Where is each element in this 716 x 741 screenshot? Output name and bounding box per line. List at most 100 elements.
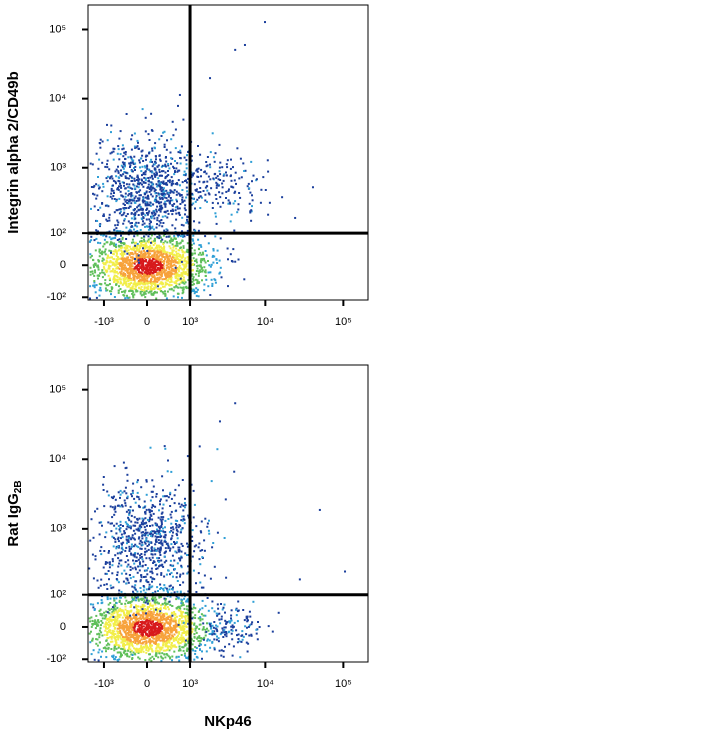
event-dot	[238, 203, 240, 205]
event-dot	[163, 187, 165, 189]
event-dot	[156, 624, 158, 626]
event-dot	[125, 600, 127, 602]
event-dot	[144, 193, 146, 195]
event-dot	[155, 209, 157, 211]
event-dot	[95, 183, 97, 185]
event-dot	[185, 266, 187, 268]
event-dot	[179, 94, 181, 96]
event-dot	[168, 627, 170, 629]
event-dot	[171, 273, 173, 275]
event-dot	[173, 167, 175, 169]
event-dot	[144, 599, 146, 601]
y-axis-label: Integrin alpha 2/CD49b	[5, 71, 22, 234]
event-dot	[153, 253, 155, 255]
event-dot	[113, 658, 115, 660]
event-dot	[129, 509, 131, 511]
event-dot	[164, 183, 166, 185]
event-dot	[195, 630, 197, 632]
event-dot	[225, 197, 227, 199]
event-dot	[141, 294, 143, 296]
event-dot	[144, 296, 146, 298]
event-dot	[151, 615, 153, 617]
event-dot	[178, 524, 180, 526]
event-dot	[269, 202, 271, 204]
event-dot	[249, 192, 251, 194]
event-dot	[130, 606, 132, 608]
event-dot	[153, 244, 155, 246]
event-dot	[90, 271, 92, 273]
event-dot	[132, 534, 134, 536]
event-dot	[102, 484, 104, 486]
event-dot	[125, 201, 127, 203]
event-dot	[180, 287, 182, 289]
event-dot	[176, 253, 178, 255]
event-dot	[107, 521, 109, 523]
event-dot	[177, 245, 179, 247]
event-dot	[126, 629, 128, 631]
event-dot	[150, 242, 152, 244]
event-dot	[149, 602, 151, 604]
event-dot	[125, 193, 127, 195]
event-dot	[168, 267, 170, 269]
event-dot	[141, 278, 143, 280]
event-dot	[99, 642, 101, 644]
event-dot	[150, 286, 152, 288]
event-dot	[90, 274, 92, 276]
event-dot	[194, 653, 196, 655]
event-dot	[102, 246, 104, 248]
event-dot	[95, 198, 97, 200]
event-dot	[113, 277, 115, 279]
event-dot	[175, 245, 177, 247]
event-dot	[165, 630, 167, 632]
event-dot	[170, 157, 172, 159]
event-dot	[186, 273, 188, 275]
event-dot	[106, 583, 108, 585]
event-dot	[143, 631, 145, 633]
event-dot	[129, 642, 131, 644]
event-dot	[105, 656, 107, 658]
dots	[88, 445, 280, 662]
event-dot	[220, 267, 222, 269]
event-dot	[96, 153, 98, 155]
event-dot	[130, 604, 132, 606]
event-dot	[137, 142, 139, 144]
event-dot	[150, 237, 152, 239]
event-dot	[203, 190, 205, 192]
event-dot	[118, 180, 120, 182]
event-dot	[180, 649, 182, 651]
event-dot	[198, 546, 200, 548]
event-dot	[108, 275, 110, 277]
event-dot	[194, 252, 196, 254]
event-dot	[202, 618, 204, 620]
event-dot	[124, 650, 126, 652]
event-dot	[168, 608, 170, 610]
event-dot	[167, 630, 169, 632]
y-tick-label: -10²	[46, 291, 66, 303]
event-dot	[147, 287, 149, 289]
event-dot	[210, 187, 212, 189]
event-dot	[167, 591, 169, 593]
event-dot	[180, 591, 182, 593]
event-dot	[141, 286, 143, 288]
event-dot	[211, 279, 213, 281]
event-dot	[127, 480, 129, 482]
event-dot	[238, 192, 240, 194]
event-dot	[195, 287, 197, 289]
event-dot	[216, 185, 218, 187]
event-dot	[102, 141, 104, 143]
event-dot	[149, 653, 151, 655]
x-tick-label: 10⁵	[335, 316, 352, 328]
event-dot	[144, 548, 146, 550]
event-dot	[129, 648, 131, 650]
event-dot	[265, 189, 267, 191]
event-dot	[103, 584, 105, 586]
event-dot	[180, 152, 182, 154]
event-dot	[143, 589, 145, 591]
event-dot	[143, 177, 145, 179]
event-dot	[223, 173, 225, 175]
event-dot	[129, 164, 131, 166]
event-dot	[217, 603, 219, 605]
event-dot	[147, 606, 149, 608]
event-dot	[146, 166, 148, 168]
event-dot	[137, 609, 139, 611]
